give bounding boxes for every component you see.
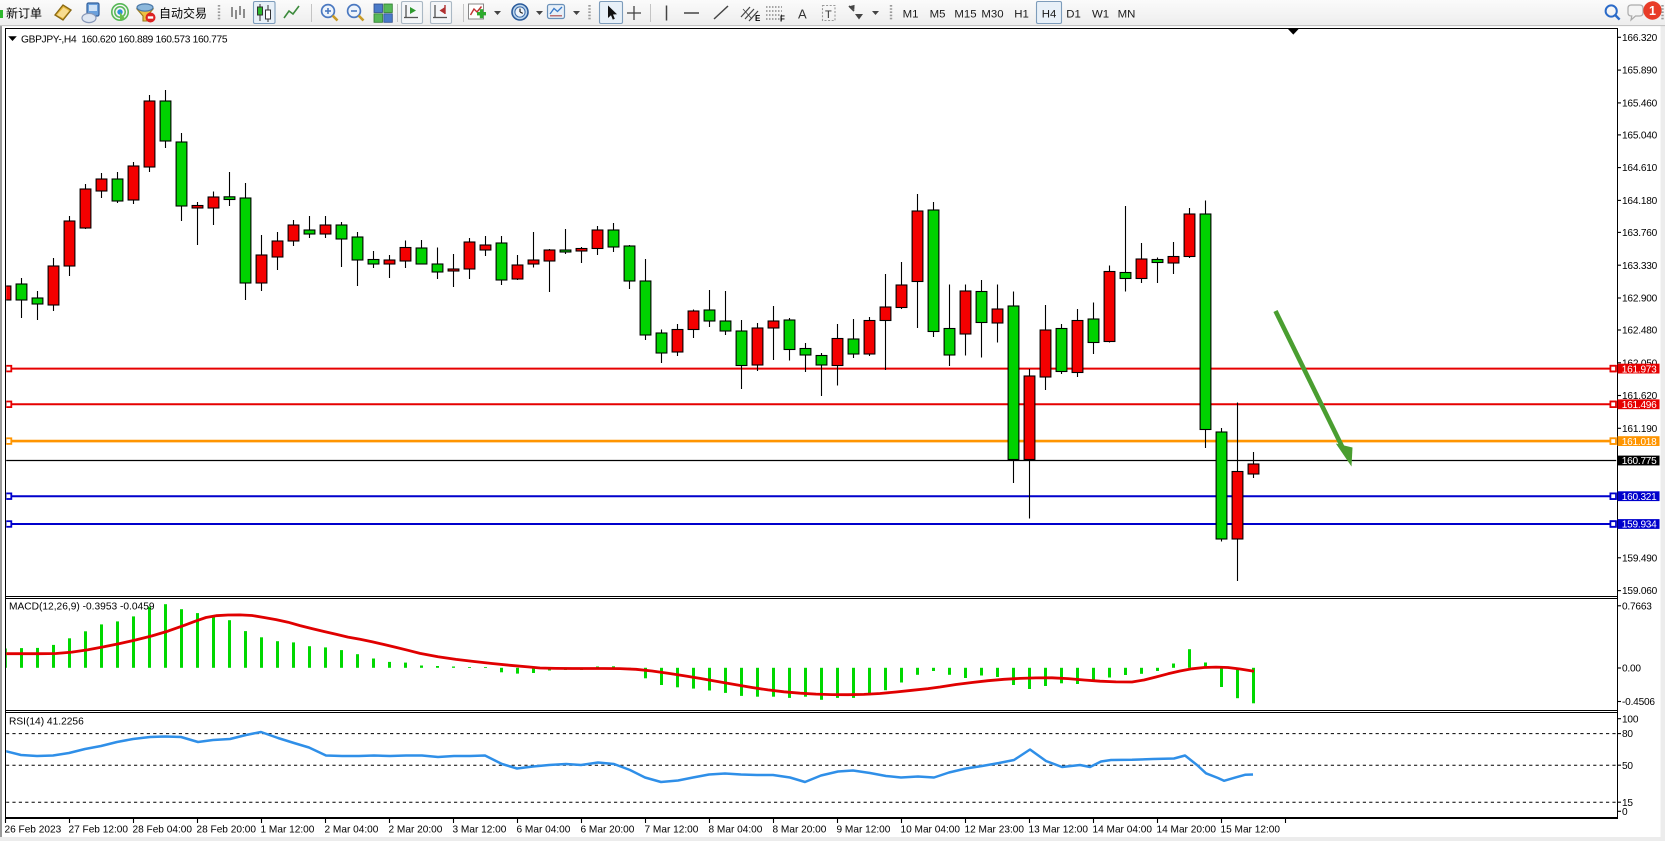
svg-text:161.973: 161.973 xyxy=(1622,364,1657,375)
svg-text:164.180: 164.180 xyxy=(1622,196,1658,207)
svg-text:162.900: 162.900 xyxy=(1622,294,1658,305)
svg-text:M15: M15 xyxy=(954,9,976,21)
svg-text:160.775: 160.775 xyxy=(1622,456,1657,467)
svg-text:M5: M5 xyxy=(930,9,946,21)
svg-text:1: 1 xyxy=(1649,4,1656,18)
svg-text:1 Mar 12:00: 1 Mar 12:00 xyxy=(261,825,315,836)
svg-text:E: E xyxy=(755,14,761,23)
svg-text:162.480: 162.480 xyxy=(1622,326,1658,337)
svg-text:50: 50 xyxy=(1622,761,1633,772)
svg-text:MACD(12,26,9) -0.3953 -0.0459: MACD(12,26,9) -0.3953 -0.0459 xyxy=(9,602,155,613)
svg-text:165.460: 165.460 xyxy=(1622,99,1658,110)
svg-text:14 Mar 04:00: 14 Mar 04:00 xyxy=(1093,825,1153,836)
svg-text:7 Mar 12:00: 7 Mar 12:00 xyxy=(645,825,699,836)
svg-text:M1: M1 xyxy=(903,9,919,21)
svg-text:166.320: 166.320 xyxy=(1622,33,1658,44)
svg-text:26 Feb 2023: 26 Feb 2023 xyxy=(5,825,62,836)
svg-text:0.00: 0.00 xyxy=(1622,664,1641,675)
svg-text:159.934: 159.934 xyxy=(1622,520,1657,531)
svg-text:13 Mar 12:00: 13 Mar 12:00 xyxy=(1029,825,1089,836)
svg-text:15 Mar 12:00: 15 Mar 12:00 xyxy=(1221,825,1281,836)
svg-text:159.490: 159.490 xyxy=(1622,553,1658,564)
svg-text:6 Mar 04:00: 6 Mar 04:00 xyxy=(517,825,571,836)
svg-text:-0.4506: -0.4506 xyxy=(1622,697,1655,708)
svg-text:2 Mar 20:00: 2 Mar 20:00 xyxy=(389,825,443,836)
svg-text:28 Feb 04:00: 28 Feb 04:00 xyxy=(133,825,193,836)
svg-text:165.040: 165.040 xyxy=(1622,131,1658,142)
svg-text:0: 0 xyxy=(1622,807,1628,818)
svg-text:27 Feb 12:00: 27 Feb 12:00 xyxy=(69,825,129,836)
svg-text:H4: H4 xyxy=(1042,9,1057,21)
svg-text:100: 100 xyxy=(1622,714,1639,725)
svg-text:163.330: 163.330 xyxy=(1622,261,1658,272)
svg-text:161.190: 161.190 xyxy=(1622,424,1658,435)
svg-text:80: 80 xyxy=(1622,729,1633,740)
svg-text:GBPJPY-,H4 160.620 160.889 16: GBPJPY-,H4 160.620 160.889 160.573 160.7… xyxy=(21,35,228,46)
svg-text:A: A xyxy=(798,7,807,22)
svg-text:161.620: 161.620 xyxy=(1622,391,1658,402)
svg-text:28 Feb 20:00: 28 Feb 20:00 xyxy=(197,825,257,836)
svg-text:14 Mar 20:00: 14 Mar 20:00 xyxy=(1157,825,1217,836)
svg-text:164.610: 164.610 xyxy=(1622,163,1658,174)
svg-text:159.060: 159.060 xyxy=(1622,586,1658,597)
svg-text:2 Mar 04:00: 2 Mar 04:00 xyxy=(325,825,379,836)
svg-text:6 Mar 20:00: 6 Mar 20:00 xyxy=(581,825,635,836)
svg-text:8 Mar 20:00: 8 Mar 20:00 xyxy=(773,825,827,836)
svg-text:163.760: 163.760 xyxy=(1622,228,1658,239)
svg-text:10 Mar 04:00: 10 Mar 04:00 xyxy=(901,825,961,836)
svg-text:161.496: 161.496 xyxy=(1622,400,1657,411)
svg-text:0.7663: 0.7663 xyxy=(1622,601,1652,612)
svg-text:12 Mar 23:00: 12 Mar 23:00 xyxy=(965,825,1025,836)
svg-text:165.890: 165.890 xyxy=(1622,66,1658,77)
svg-text:M30: M30 xyxy=(981,9,1003,21)
svg-text:自动交易: 自动交易 xyxy=(159,6,207,21)
svg-text:3 Mar 12:00: 3 Mar 12:00 xyxy=(453,825,507,836)
svg-text:T: T xyxy=(825,9,832,21)
svg-text:F: F xyxy=(780,15,785,24)
svg-text:H1: H1 xyxy=(1014,9,1029,21)
svg-text:8 Mar 04:00: 8 Mar 04:00 xyxy=(709,825,763,836)
svg-text:161.018: 161.018 xyxy=(1622,437,1657,448)
svg-text:D1: D1 xyxy=(1066,9,1081,21)
svg-text:W1: W1 xyxy=(1092,9,1109,21)
svg-text:15: 15 xyxy=(1622,798,1633,809)
svg-text:160.321: 160.321 xyxy=(1622,492,1657,503)
svg-text:RSI(14) 41.2256: RSI(14) 41.2256 xyxy=(9,717,84,728)
svg-text:MN: MN xyxy=(1118,9,1136,21)
svg-text:新订单: 新订单 xyxy=(6,6,42,21)
svg-text:9 Mar 12:00: 9 Mar 12:00 xyxy=(837,825,891,836)
